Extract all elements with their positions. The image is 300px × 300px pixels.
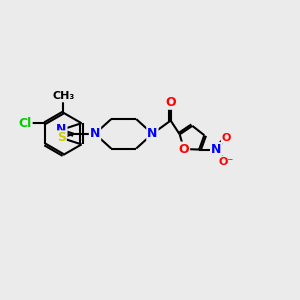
Text: O: O bbox=[178, 142, 189, 155]
Text: O: O bbox=[165, 96, 176, 109]
Text: S: S bbox=[57, 131, 66, 144]
Text: N: N bbox=[56, 123, 67, 136]
Text: N: N bbox=[211, 143, 221, 156]
Text: N: N bbox=[90, 127, 100, 140]
Text: O: O bbox=[222, 133, 231, 143]
Text: N: N bbox=[147, 127, 158, 140]
Text: O⁻: O⁻ bbox=[219, 157, 234, 167]
Text: CH₃: CH₃ bbox=[52, 92, 74, 101]
Text: Cl: Cl bbox=[18, 117, 32, 130]
